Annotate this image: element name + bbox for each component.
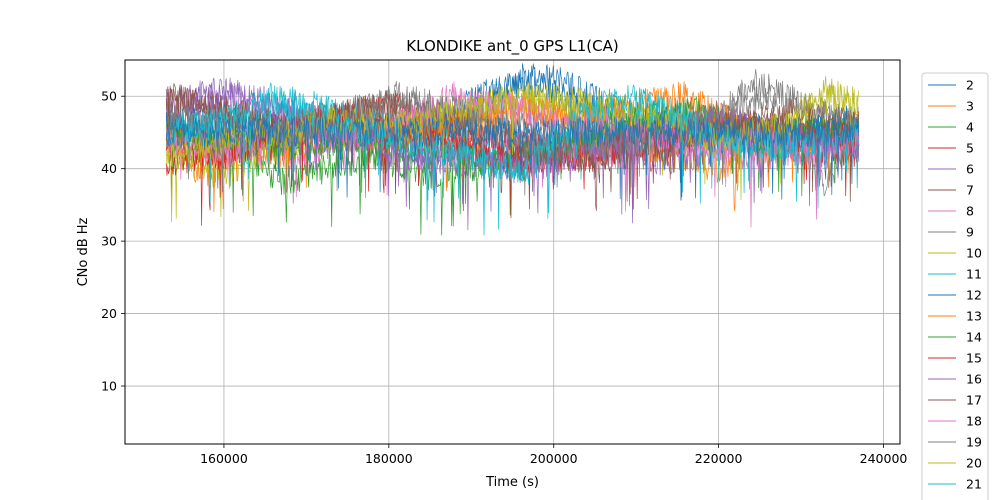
axes-frame	[124, 59, 901, 445]
axis-ticks: 160000 180000 200000 220000 240000 10 20 30 40 50	[101, 89, 907, 466]
plot-series	[165, 63, 860, 236]
legend-label-8: 8	[966, 204, 974, 219]
legend-label-13: 13	[966, 309, 982, 324]
x-tick-label: 160000	[200, 451, 248, 466]
y-tick-label: 40	[101, 161, 117, 176]
x-tick-label: 200000	[530, 451, 578, 466]
y-axis-label: CNo dB Hz	[76, 217, 91, 286]
legend-label-5: 5	[966, 141, 974, 156]
legend-label-18: 18	[966, 414, 982, 429]
x-tick-label: 180000	[365, 451, 413, 466]
x-tick-label: 240000	[860, 451, 908, 466]
legend-label-17: 17	[966, 393, 982, 408]
series-line-22	[165, 116, 860, 201]
legend-label-16: 16	[966, 372, 982, 387]
legend-label-21: 21	[966, 477, 982, 492]
legend-label-22: 22	[966, 498, 982, 500]
y-tick-label: 30	[101, 234, 117, 249]
legend-label-7: 7	[966, 183, 974, 198]
legend-items: 2 3 4 5 6 7 8 9 10 11 12 13 14 15 16 17 18 19 20 21 22	[928, 78, 982, 500]
x-axis-label: Time (s)	[485, 475, 539, 490]
legend-label-4: 4	[966, 120, 974, 135]
legend-label-15: 15	[966, 351, 982, 366]
legend-label-14: 14	[966, 330, 982, 345]
legend-label-6: 6	[966, 162, 974, 177]
legend-label-12: 12	[966, 288, 982, 303]
legend: 2 3 4 5 6 7 8 9 10 11 12 13 14 15 16 17 18 19 20 21 22	[921, 72, 989, 500]
legend-label-19: 19	[966, 435, 982, 450]
chart-title: KLONDIKE ant_0 GPS L1(CA)	[406, 37, 618, 56]
legend-label-3: 3	[966, 99, 974, 114]
legend-label-20: 20	[966, 456, 982, 471]
legend-label-11: 11	[966, 267, 982, 282]
y-tick-label: 10	[101, 379, 117, 394]
series-line-20	[165, 75, 860, 192]
legend-box	[921, 72, 989, 500]
y-tick-label: 50	[101, 89, 117, 104]
x-tick-label: 220000	[695, 451, 743, 466]
y-tick-label: 20	[101, 306, 117, 321]
legend-label-9: 9	[966, 225, 974, 240]
legend-label-2: 2	[966, 78, 974, 93]
legend-label-10: 10	[966, 246, 982, 261]
